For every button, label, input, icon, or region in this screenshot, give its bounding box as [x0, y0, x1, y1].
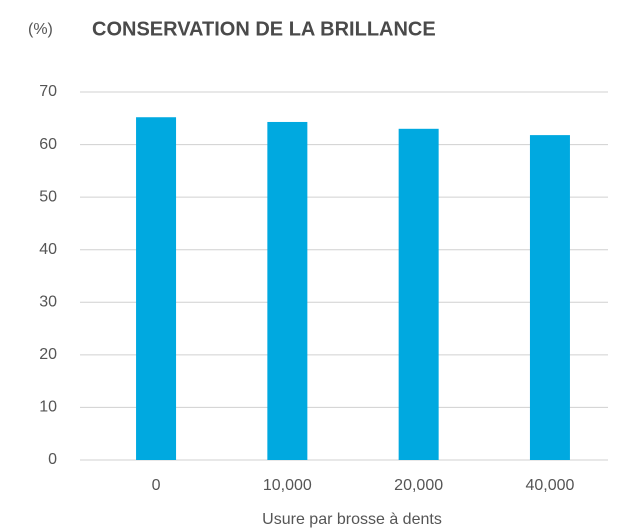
bar — [136, 117, 177, 460]
y-tick-label: 30 — [39, 294, 57, 311]
y-tick-label: 60 — [39, 136, 57, 153]
x-tick-label: 0 — [152, 477, 161, 494]
x-tick-label: 20,000 — [394, 477, 443, 494]
bar — [267, 121, 308, 461]
y-tick-label: 20 — [39, 346, 57, 363]
y-tick-label: 50 — [39, 188, 57, 205]
chart-title: CONSERVATION DE LA BRILLANCE — [92, 18, 436, 40]
y-tick-label: 10 — [39, 399, 57, 416]
y-axis-label: (%) — [28, 21, 53, 38]
y-tick-label: 0 — [48, 451, 57, 468]
x-tick-label: 10,000 — [263, 477, 312, 494]
bar — [529, 135, 570, 460]
y-tick-label: 40 — [39, 241, 57, 258]
bar — [398, 128, 439, 461]
y-tick-label: 70 — [39, 83, 57, 100]
x-axis-label: Usure par brosse à dents — [262, 511, 442, 528]
x-tick-label: 40,000 — [525, 477, 574, 494]
